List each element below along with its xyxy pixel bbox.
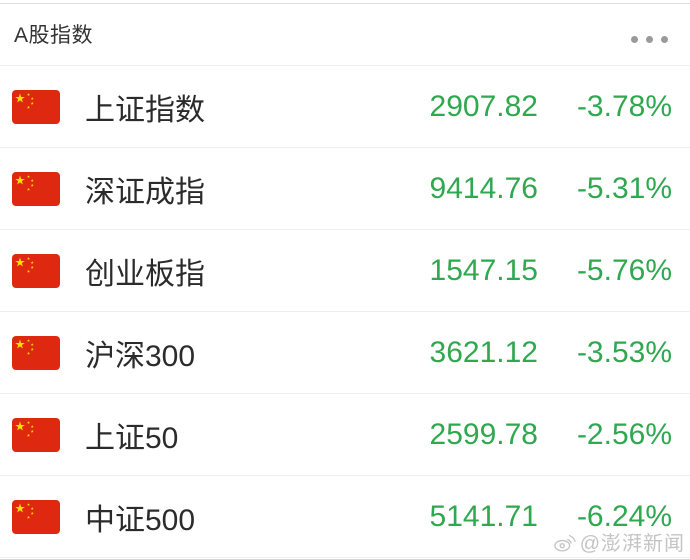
index-row-csi500[interactable]: 中证500 5141.71 -6.24% (0, 476, 690, 558)
index-name: 创业板指 (85, 257, 205, 291)
index-name: 中证500 (85, 503, 196, 537)
index-name: 深证成指 (85, 175, 205, 209)
page-title: A股指数 (14, 24, 94, 47)
index-value: 3621.12 (429, 335, 538, 369)
china-flag-icon (12, 418, 60, 452)
china-flag-icon (12, 500, 60, 534)
index-row-shenzhen-component[interactable]: 深证成指 9414.76 -5.31% (0, 148, 690, 230)
index-change: -2.56% (576, 417, 672, 451)
index-row-csi300[interactable]: 沪深300 3621.12 -3.53% (0, 312, 690, 394)
index-value: 9414.76 (429, 171, 538, 205)
index-row-chinext[interactable]: 创业板指 1547.15 -5.76% (0, 230, 690, 312)
top-divider (0, 3, 690, 4)
ellipsis-menu-icon[interactable] (631, 35, 668, 43)
index-name: 沪深300 (85, 339, 196, 373)
index-row-shanghai-composite[interactable]: 上证指数 2907.82 -3.78% (0, 66, 690, 148)
china-flag-icon (12, 172, 60, 206)
index-row-sse50[interactable]: 上证50 2599.78 -2.56% (0, 394, 690, 476)
china-flag-icon (12, 90, 60, 124)
widget-header: A股指数 (0, 0, 690, 66)
index-change: -6.24% (576, 499, 672, 533)
index-change: -3.78% (576, 89, 672, 123)
index-name: 上证指数 (85, 93, 205, 127)
index-change: -5.76% (576, 253, 672, 287)
china-flag-icon (12, 254, 60, 288)
index-value: 2907.82 (429, 89, 538, 123)
index-value: 1547.15 (429, 253, 538, 287)
index-value: 2599.78 (429, 417, 538, 451)
index-name: 上证50 (85, 421, 179, 455)
index-value: 5141.71 (429, 499, 538, 533)
china-flag-icon (12, 336, 60, 370)
index-change: -3.53% (576, 335, 672, 369)
index-change: -5.31% (576, 171, 672, 205)
